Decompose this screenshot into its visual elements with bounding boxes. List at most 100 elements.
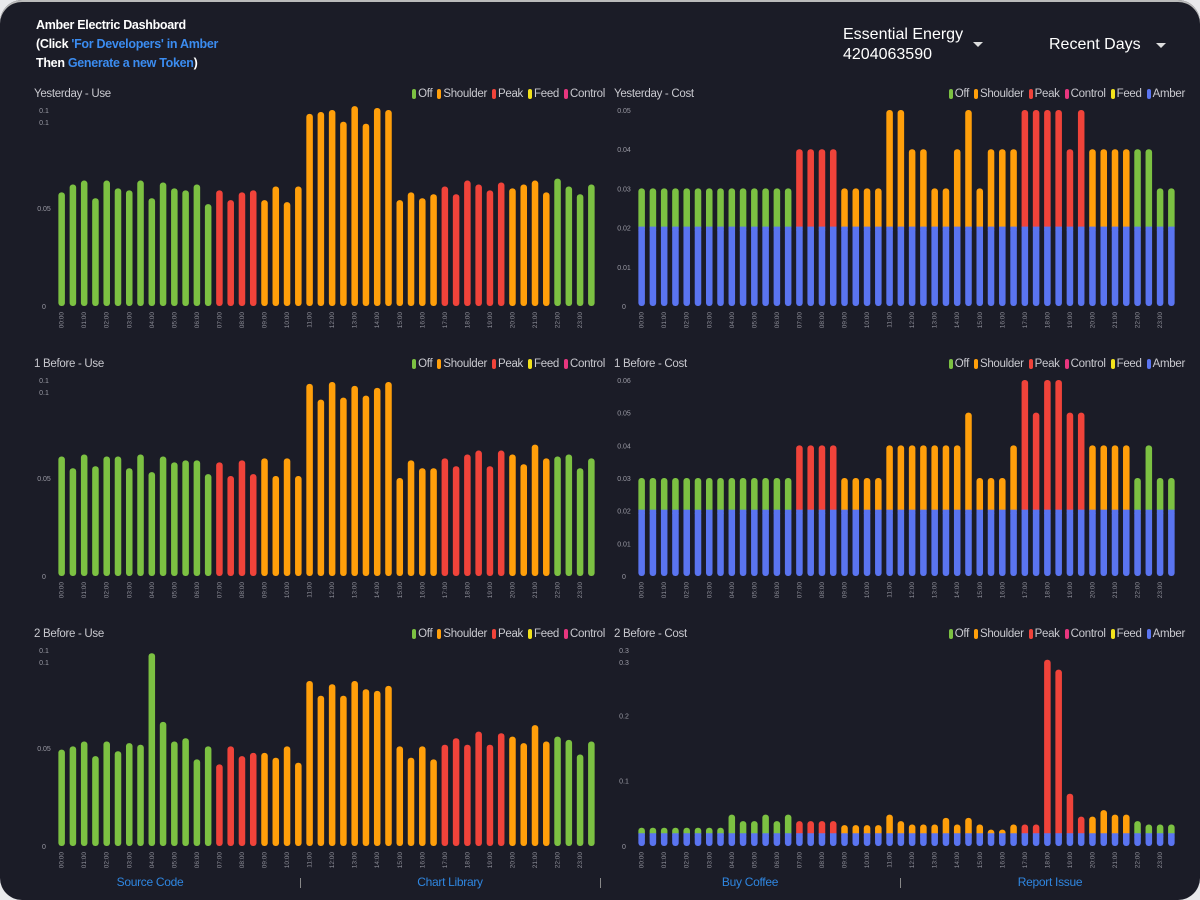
chart-library-link[interactable]: Chart Library [417, 875, 483, 889]
legend-label: Shoulder [979, 88, 1024, 100]
bar-segment-joint [1168, 226, 1175, 231]
legend-item-amber[interactable]: Amber [1146, 88, 1185, 100]
bar-shoulder [396, 746, 404, 846]
legend-item-off[interactable]: Off [948, 358, 969, 370]
bar-peak [464, 744, 471, 846]
bar-segment-amber [953, 510, 961, 576]
instruction-then: Then [36, 56, 68, 70]
legend-item-control[interactable]: Control [1064, 88, 1106, 100]
x-tick-label: 22:00 [555, 852, 562, 869]
source-code-link[interactable]: Source Code [116, 875, 184, 889]
legend-item-off[interactable]: Off [948, 88, 969, 100]
x-tick-label: 18:00 [1044, 582, 1051, 599]
bar-segment-off [717, 188, 724, 230]
bar-segment-joint [953, 226, 961, 231]
legend-item-off[interactable]: Off [948, 628, 969, 640]
bar-shoulder [317, 695, 325, 846]
legend-item-feed[interactable]: Feed [1110, 88, 1142, 100]
legend-item-feed[interactable]: Feed [528, 88, 559, 100]
bar-segment-joint [751, 833, 758, 838]
bar-segment-shoulder [1100, 149, 1108, 230]
bar-shoulder [272, 186, 280, 306]
bar-segment-joint [694, 509, 702, 514]
bar-peak [452, 194, 460, 306]
legend-item-control[interactable]: Control [564, 628, 605, 640]
bar-segment-amber [694, 227, 702, 306]
legend-item-amber[interactable]: Amber [1146, 628, 1185, 640]
bar-segment-joint [705, 226, 713, 231]
legend-swatch [1146, 359, 1151, 369]
bar-segment-peak [818, 821, 826, 837]
bar-segment-amber [762, 227, 769, 306]
legend-item-peak[interactable]: Peak [491, 358, 523, 370]
bar-shoulder [351, 385, 358, 576]
date-range-select[interactable]: Recent Days [1049, 35, 1169, 55]
bar-off [565, 739, 573, 846]
report-issue-link[interactable]: Report Issue [1017, 875, 1083, 889]
bar-peak [475, 184, 482, 306]
x-tick-label: 08:00 [239, 312, 246, 329]
legend-label: Off [418, 88, 433, 100]
chart-svg: 0 0.01 0.02 0.03 0.04 0.05 00:00 01:00 02:00 03:0… [617, 108, 1175, 329]
legend-label: Control [1070, 358, 1106, 370]
generate-token-link[interactable]: Generate a new Token [67, 56, 194, 70]
x-tick-label: 04:00 [149, 852, 156, 869]
bar-segment-amber [1010, 510, 1017, 576]
legend-item-shoulder[interactable]: Shoulder [437, 88, 487, 100]
legend-item-peak[interactable]: Peak [1028, 88, 1060, 100]
legend-item-feed[interactable]: Feed [528, 628, 559, 640]
legend-item-shoulder[interactable]: Shoulder [437, 358, 487, 370]
bar-segment-peak [829, 445, 837, 513]
legend-item-peak[interactable]: Peak [491, 88, 523, 100]
legend-label: Peak [1034, 628, 1060, 640]
x-tick-label: 22:00 [1135, 582, 1142, 599]
x-tick-label: 20:00 [1089, 852, 1096, 869]
legend-item-feed[interactable]: Feed [1110, 628, 1142, 640]
legend-item-control[interactable]: Control [1064, 358, 1106, 370]
legend-item-amber[interactable]: Amber [1146, 358, 1185, 370]
legend-item-shoulder[interactable]: Shoulder [973, 88, 1024, 100]
bar-peak [452, 738, 460, 846]
bar-segment-joint [999, 833, 1006, 838]
chart-svg: 0 0.05 0.1 0.1 00:00 01:00 02:00 03:00 04:00 05:0… [37, 378, 595, 598]
x-tick-label: 05:00 [751, 582, 758, 599]
bar-segment-amber [1044, 510, 1051, 576]
bar-segment-off [694, 478, 702, 513]
legend-item-feed[interactable]: Feed [1110, 358, 1142, 370]
buy-coffee-link[interactable]: Buy Coffee [721, 875, 779, 889]
bar-off [576, 194, 584, 306]
legend-item-peak[interactable]: Peak [491, 628, 523, 640]
bar-segment-joint [649, 226, 657, 231]
legend-label: Feed [534, 88, 560, 100]
legend-item-peak[interactable]: Peak [1028, 358, 1060, 370]
bar-segment-joint [1044, 226, 1051, 231]
x-tick-label: 19:00 [1067, 312, 1074, 329]
x-tick-label: 15:00 [977, 582, 984, 599]
bar-segment-joint [638, 833, 645, 838]
legend-item-off[interactable]: Off [412, 88, 433, 100]
legend-item-shoulder[interactable]: Shoulder [973, 628, 1024, 640]
legend-item-shoulder[interactable]: Shoulder [437, 628, 487, 640]
chart-panel-1-before-cost: 1 Before - Cost Off Shoulder Peak Control Fee… [610, 356, 1185, 622]
legend-item-control[interactable]: Control [564, 88, 605, 100]
legend-item-peak[interactable]: Peak [1028, 628, 1060, 640]
bar-segment-amber [1077, 227, 1085, 306]
bar-peak [238, 192, 246, 306]
legend-item-shoulder[interactable]: Shoulder [973, 358, 1024, 370]
bar-shoulder [362, 123, 370, 306]
legend-item-off[interactable]: Off [412, 628, 433, 640]
bar-segment-joint [1111, 833, 1119, 838]
y-tick-label: 0 [42, 574, 46, 581]
account-select[interactable]: Essential Energy 4204063590 [843, 25, 983, 65]
bar-segment-joint [965, 833, 972, 838]
bar-peak [227, 476, 234, 576]
bar-off [171, 188, 178, 306]
bar-segment-joint [660, 509, 668, 514]
x-tick-label: 08:00 [239, 852, 246, 869]
legend-item-control[interactable]: Control [1064, 628, 1106, 640]
legend-item-off[interactable]: Off [412, 358, 433, 370]
for-developers-link[interactable]: 'For Developers' in Amber [71, 37, 219, 51]
legend-item-feed[interactable]: Feed [528, 358, 559, 370]
bar-segment-off [1156, 188, 1164, 230]
legend-item-control[interactable]: Control [564, 358, 605, 370]
